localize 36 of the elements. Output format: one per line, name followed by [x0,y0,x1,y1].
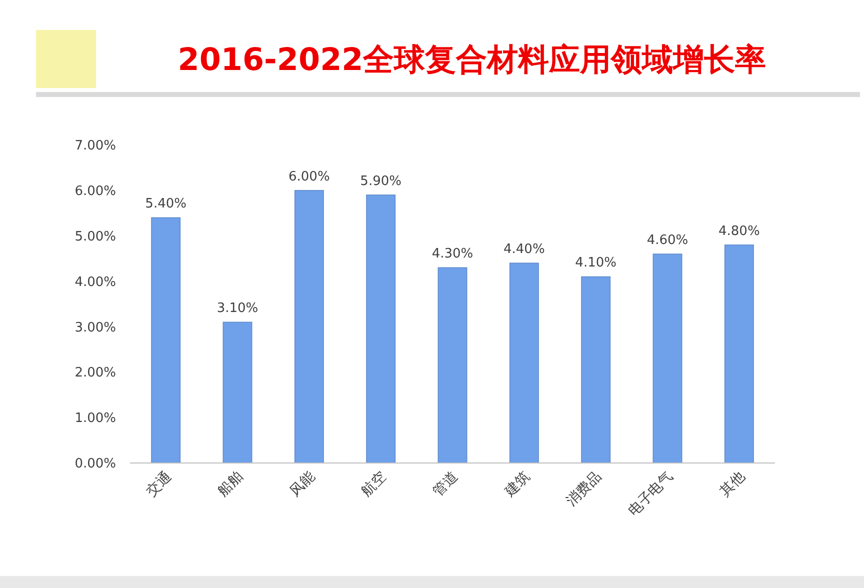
x-tick-label: 建筑 [501,468,533,500]
x-tick-label: 消费品 [564,468,605,510]
chart-title: 2016-2022全球复合材料应用领域增长率 [178,42,766,78]
data-label: 4.60% [646,233,688,248]
x-tick-label: 其他 [716,468,748,500]
x-tick-label: 电子电气 [625,468,676,520]
data-label: 5.40% [145,196,186,212]
data-label: 4.10% [575,256,616,271]
x-tick-label: 管道 [430,468,462,500]
x-tick-label: 风能 [286,468,318,500]
data-label: 4.30% [432,246,474,262]
bar [652,254,682,464]
y-tick-label: 7.00% [74,138,116,154]
bar [509,262,539,464]
bar [151,217,181,464]
x-tick-label: 航空 [358,468,390,500]
data-label: 5.90% [360,174,402,189]
bar [366,194,396,464]
y-tick-label: 4.00% [74,274,116,290]
data-label: 3.10% [216,301,258,316]
x-tick-label: 交通 [144,468,175,500]
bar [222,322,252,464]
y-tick-label: 0.00% [74,456,116,472]
bar [724,244,754,464]
y-tick-label: 5.00% [74,229,116,244]
y-tick-label: 2.00% [74,366,116,381]
bar [581,276,611,464]
x-tick-label: 船舶 [215,468,246,500]
bar [294,190,324,464]
y-tick-label: 6.00% [74,184,116,199]
data-label: 4.80% [718,224,760,239]
bar [438,267,468,464]
data-label: 6.00% [288,169,330,184]
y-tick-label: 1.00% [74,411,116,426]
y-tick-label: 3.00% [74,320,116,336]
data-label: 4.40% [504,242,545,258]
